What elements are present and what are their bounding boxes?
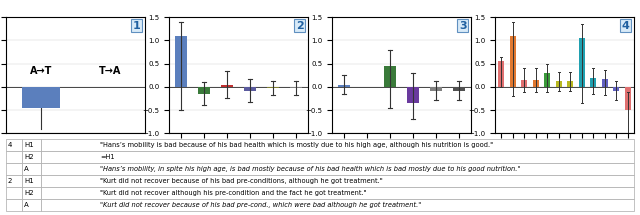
Bar — [522, 80, 527, 87]
Bar — [591, 78, 596, 87]
Text: 3: 3 — [459, 21, 467, 31]
Text: 2: 2 — [296, 21, 303, 31]
Bar — [602, 78, 608, 87]
Bar — [244, 87, 256, 91]
Text: 1: 1 — [132, 21, 140, 31]
Text: A→T: A→T — [29, 66, 52, 76]
Bar — [510, 36, 516, 87]
Bar — [625, 87, 631, 110]
Bar — [556, 81, 562, 87]
Bar — [291, 87, 302, 88]
Bar — [198, 87, 210, 94]
Bar — [338, 84, 349, 87]
Bar — [499, 61, 504, 87]
Bar — [579, 38, 585, 87]
Bar — [533, 80, 539, 87]
Text: T→A: T→A — [99, 66, 121, 76]
Bar — [545, 73, 550, 87]
Bar — [22, 87, 60, 108]
Bar — [407, 87, 419, 103]
Bar — [614, 87, 620, 91]
Bar — [430, 87, 442, 91]
Text: 4: 4 — [621, 21, 630, 31]
Bar — [268, 87, 279, 88]
Bar — [568, 81, 573, 87]
Bar — [453, 87, 465, 91]
Bar — [384, 66, 396, 87]
Bar — [221, 84, 233, 87]
Bar — [175, 36, 187, 87]
